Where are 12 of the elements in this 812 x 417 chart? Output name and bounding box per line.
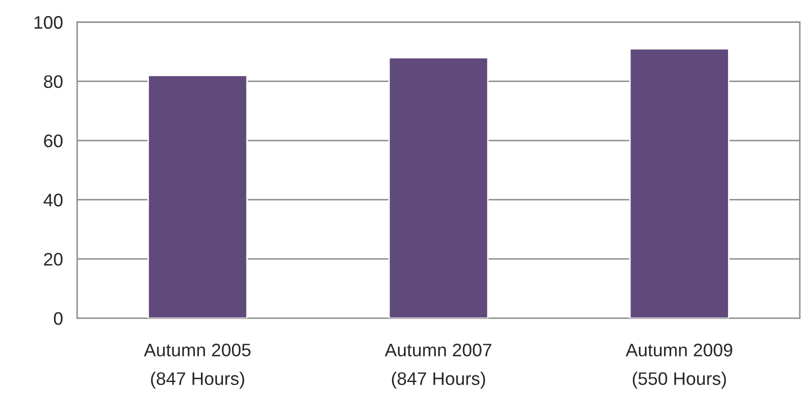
y-tick-label: 80 xyxy=(44,75,63,88)
x-tick-label: Autumn 2007 (847 Hours) xyxy=(384,344,492,389)
bar xyxy=(388,56,489,318)
bar xyxy=(629,48,730,318)
bar xyxy=(148,74,248,318)
y-tick-label: 100 xyxy=(34,16,63,29)
y-tick-label: 20 xyxy=(44,252,63,266)
y-tick-label: 60 xyxy=(44,134,63,148)
y-tick-label: 40 xyxy=(44,194,63,206)
y-tick-label: 0 xyxy=(54,312,63,325)
x-tick-label: Autumn 2005 (847 Hours) xyxy=(144,344,251,389)
x-tick-label: Autumn 2009 (550 Hours) xyxy=(626,344,732,389)
